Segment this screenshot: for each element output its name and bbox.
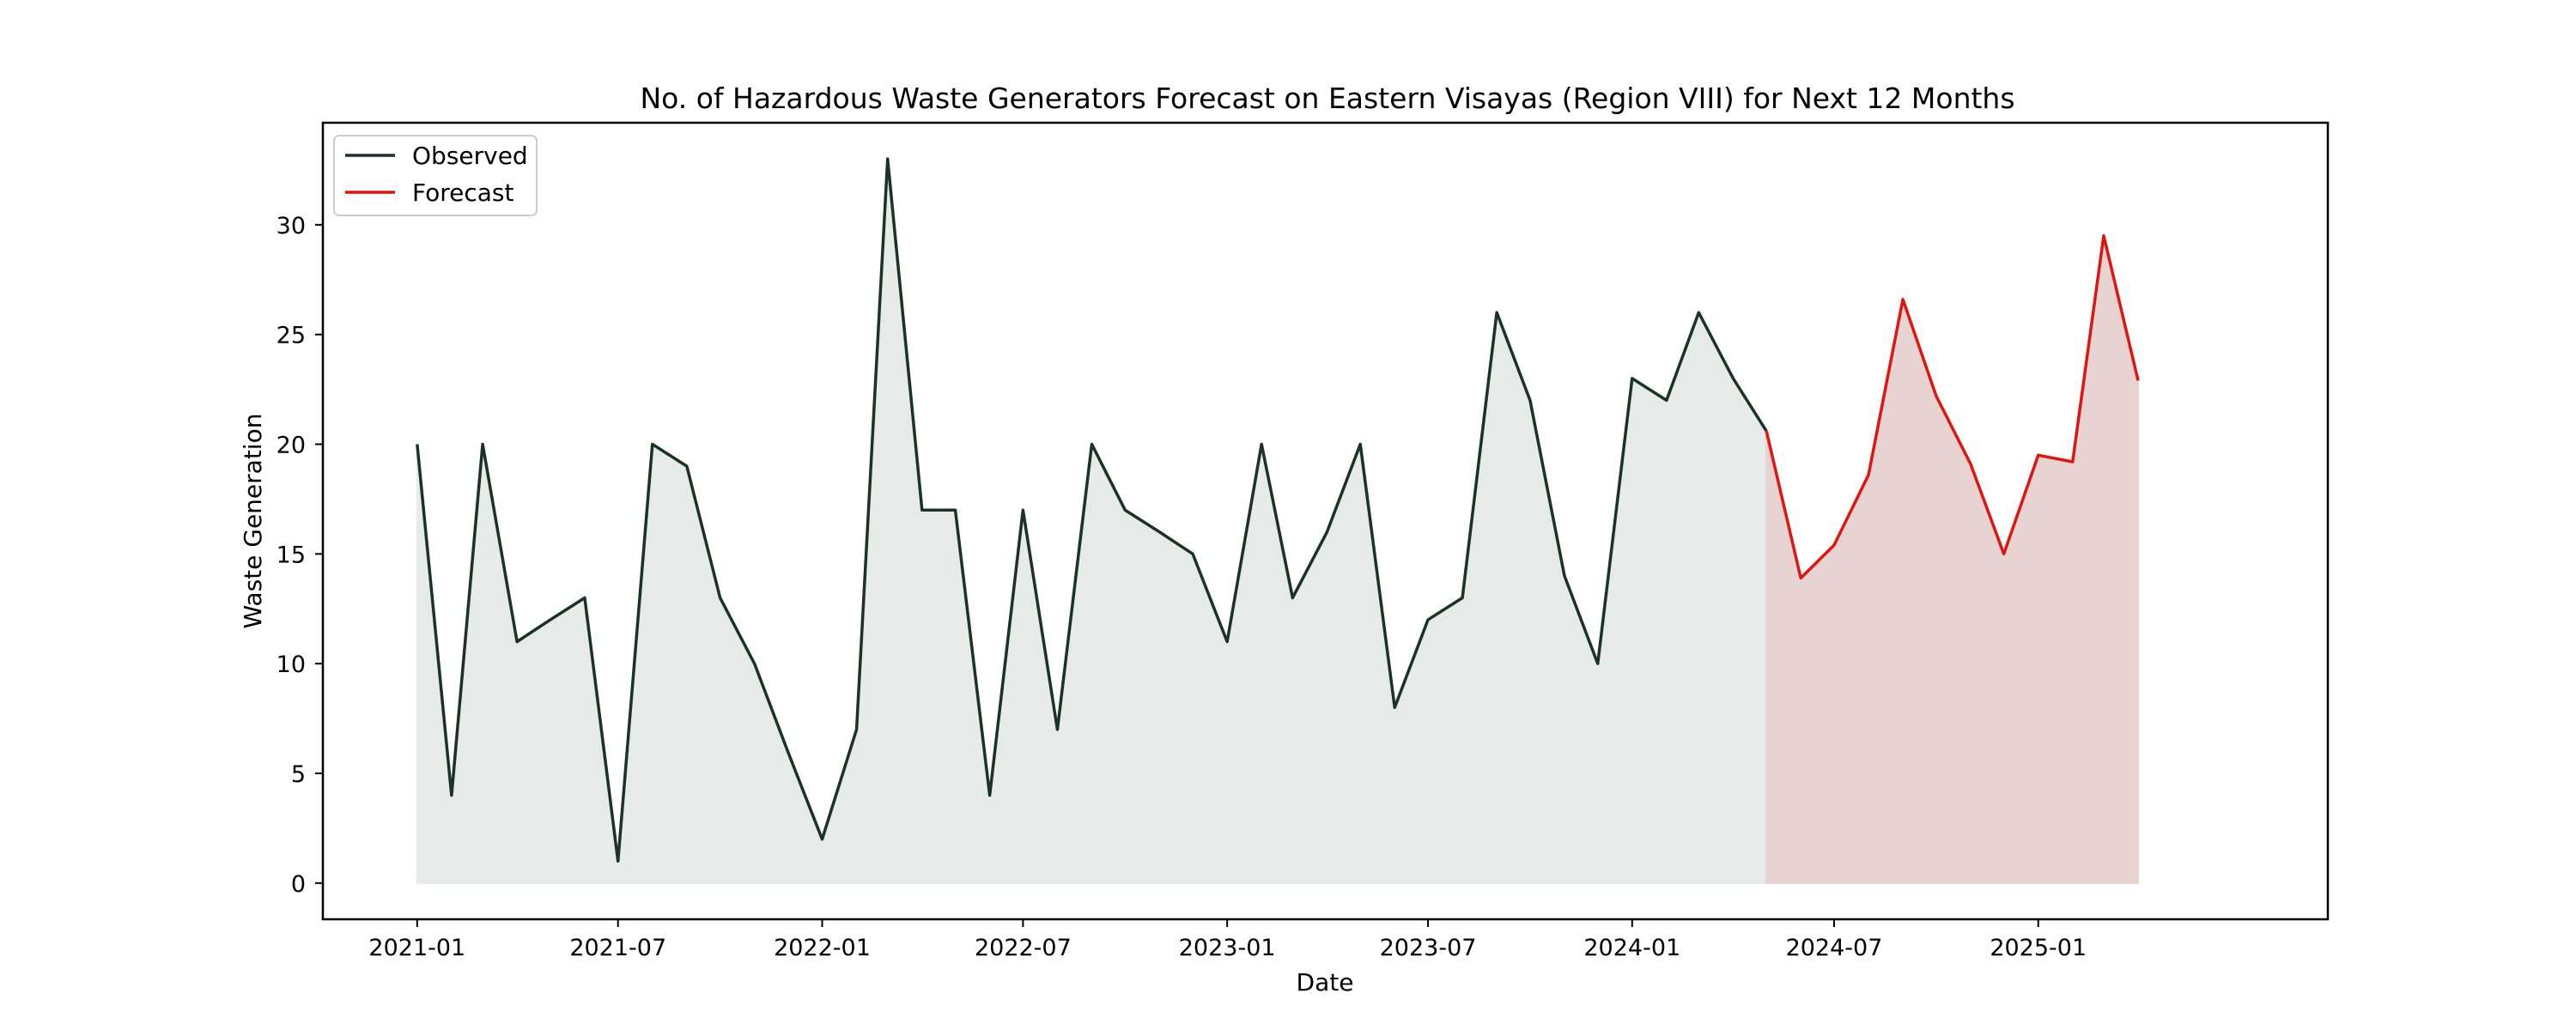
legend: Observed Forecast	[333, 135, 538, 216]
series-line-observed	[416, 157, 1768, 863]
x-tick-label: 2023-07	[1380, 935, 1477, 961]
x-axis-label: Date	[1297, 968, 1354, 997]
x-tick-label: 2023-01	[1179, 935, 1276, 961]
y-tick-label: 10	[276, 651, 306, 678]
x-tick-label: 2024-07	[1786, 935, 1883, 961]
y-axis: 0 5 10 15 20 25 30	[276, 213, 323, 898]
x-tick-label: 2021-01	[368, 935, 465, 961]
y-tick-label: 15	[276, 542, 306, 568]
plot-area	[416, 157, 2140, 884]
x-tick-label: 2022-07	[975, 935, 1072, 961]
y-axis-label: Waste Generation	[239, 414, 267, 629]
y-tick-label: 30	[276, 213, 306, 239]
y-tick-label: 25	[276, 323, 306, 349]
y-tick-label: 0	[291, 871, 306, 898]
series-line-forecast	[1765, 233, 2140, 580]
x-axis: 2021-01 2021-07 2022-01 2022-07 2023-01 2023-…	[368, 919, 2087, 961]
y-tick-label: 20	[276, 433, 306, 459]
legend-label-observed: Observed	[412, 142, 528, 170]
y-tick-label: 5	[291, 761, 306, 788]
x-tick-label: 2024-01	[1583, 935, 1680, 961]
x-tick-label: 2021-07	[569, 935, 666, 961]
area-fill-observed	[416, 159, 1768, 884]
x-tick-label: 2025-01	[1990, 935, 2087, 961]
plot-frame	[321, 121, 2330, 921]
x-tick-label: 2022-01	[774, 935, 871, 961]
chart-title: No. of Hazardous Waste Generators Foreca…	[640, 82, 2014, 115]
legend-label-forecast: Forecast	[412, 179, 514, 207]
area-fill-forecast	[1765, 235, 2140, 884]
